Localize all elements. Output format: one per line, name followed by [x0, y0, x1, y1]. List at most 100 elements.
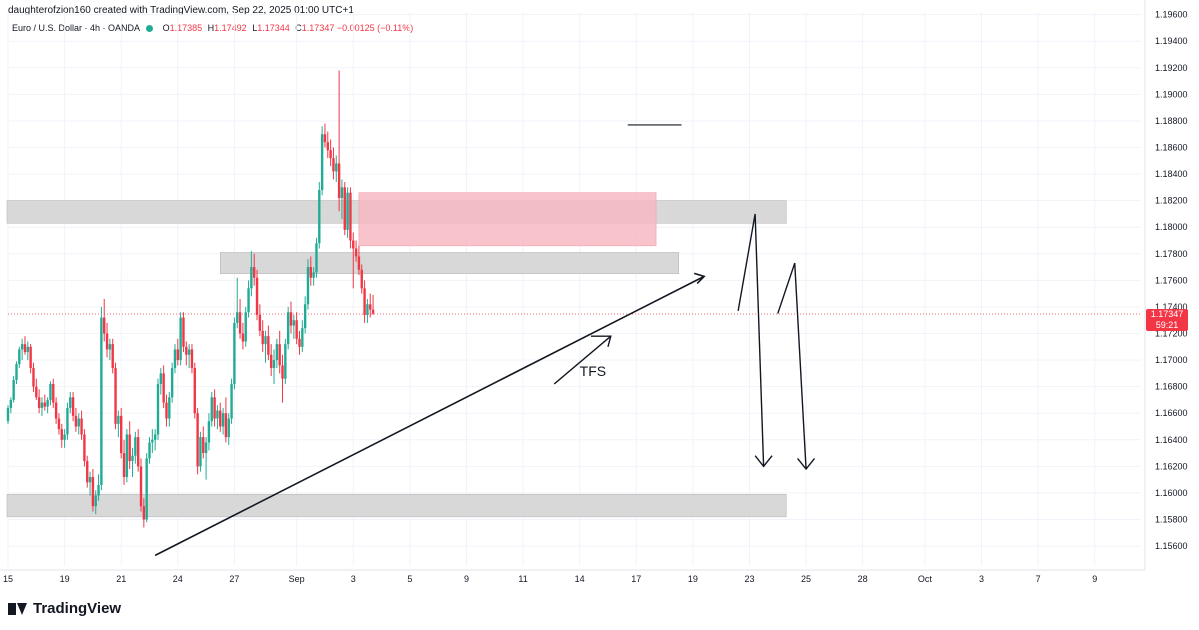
y-tick-label: 1.19200: [1155, 63, 1188, 73]
x-tick-label: 19: [688, 574, 698, 584]
y-tick-label: 1.18000: [1155, 222, 1188, 232]
candle-body: [88, 476, 92, 483]
candle-body: [37, 397, 41, 408]
candle-body: [303, 304, 307, 329]
candle-body: [349, 192, 352, 241]
x-tick-label: 24: [173, 574, 183, 584]
candle-body: [255, 277, 259, 315]
candle-body: [267, 336, 270, 355]
candle-body: [94, 495, 97, 507]
candle-body: [312, 272, 315, 278]
candle-body: [185, 346, 188, 355]
candle-body: [63, 434, 66, 440]
candle-body: [49, 383, 52, 400]
high-value: 1.17492: [214, 23, 247, 33]
candle-body: [69, 397, 72, 408]
projection-path-1: [737, 213, 765, 467]
candle-body: [57, 418, 61, 430]
candle-body: [224, 413, 228, 438]
candle-body: [100, 317, 103, 485]
candle-body: [298, 338, 301, 347]
candle-body: [292, 320, 296, 326]
y-tick-label: 1.18200: [1155, 196, 1188, 206]
bar-countdown: 59:21: [1155, 320, 1179, 330]
symbol-label[interactable]: Euro / U.S. Dollar · 4h · OANDA: [12, 23, 140, 33]
candle-body: [289, 312, 293, 326]
candle-body: [253, 267, 256, 278]
candle-body: [190, 349, 194, 369]
sr-zone: [6, 493, 787, 518]
candle-body: [244, 312, 247, 342]
candle-body: [196, 413, 199, 467]
candle-body: [83, 434, 86, 462]
candle-body: [230, 383, 233, 419]
y-tick-label: 1.16400: [1155, 435, 1188, 445]
candle-body: [213, 397, 216, 419]
candle-body: [326, 142, 329, 151]
candle-body: [329, 150, 332, 159]
candle-body: [352, 240, 355, 249]
x-tick-label: 25: [801, 574, 811, 584]
tradingview-brand[interactable]: TradingView: [8, 600, 121, 617]
candle-body: [156, 383, 160, 435]
chart-legend: Euro / U.S. Dollar · 4h · OANDA O1.17385…: [12, 23, 413, 33]
candle-body: [202, 437, 205, 454]
candle-body: [247, 288, 250, 313]
candle-body: [275, 344, 279, 361]
candle-body: [80, 418, 83, 435]
x-tick-label: 3: [351, 574, 356, 584]
y-tick-label: 1.19400: [1155, 36, 1188, 46]
candle-body: [227, 418, 230, 438]
low-label: L: [252, 23, 258, 33]
candle-body: [221, 413, 225, 427]
y-tick-label: 1.15800: [1155, 515, 1188, 525]
candle-body: [176, 349, 179, 361]
y-tick-label: 1.16000: [1155, 488, 1188, 498]
candle-body: [264, 336, 267, 345]
tradingview-logo-icon: [8, 602, 28, 615]
candle-body: [320, 134, 324, 191]
x-tick-label: 7: [1036, 574, 1041, 584]
candle-body: [278, 344, 281, 366]
close-value: 1.17347: [301, 23, 335, 33]
y-tick-label: 1.16600: [1155, 408, 1188, 418]
y-tick-label: 1.17600: [1155, 275, 1188, 285]
candle-body: [269, 354, 273, 369]
x-tick-label: 15: [3, 574, 13, 584]
trendline-arrowhead: [693, 272, 706, 284]
candle-body: [286, 312, 290, 345]
candle-body: [105, 333, 109, 350]
x-tick-label: 27: [229, 574, 239, 584]
candle-body: [165, 402, 168, 419]
close-label: C: [295, 23, 302, 33]
supply-zone: [358, 192, 657, 247]
candle-body: [134, 437, 137, 456]
candle-body: [46, 399, 49, 407]
x-tick-label: 17: [631, 574, 641, 584]
candle-body: [108, 344, 112, 350]
y-tick-label: 1.18600: [1155, 143, 1188, 153]
x-tick-label: 9: [1092, 574, 1097, 584]
candle-body: [301, 328, 304, 347]
y-tick-label: 1.17200: [1155, 329, 1188, 339]
candle-body: [354, 248, 358, 257]
candle-body: [179, 317, 182, 361]
candle-body: [66, 407, 69, 435]
candle-body: [236, 312, 239, 323]
projection-arrowhead-1: [754, 455, 773, 468]
candle-body: [52, 383, 55, 403]
candle-body: [315, 243, 318, 273]
sr-zone: [219, 252, 680, 275]
x-tick-label: 5: [407, 574, 412, 584]
candle-body: [151, 439, 154, 443]
candle-body: [357, 256, 361, 270]
candle-body: [139, 466, 143, 507]
candle-body: [250, 267, 253, 289]
candle-body: [26, 346, 30, 353]
candle-body: [281, 365, 284, 379]
candle-body: [219, 410, 222, 427]
candle-body: [272, 360, 276, 369]
candle-body: [170, 368, 174, 398]
x-tick-label: 11: [518, 574, 527, 584]
